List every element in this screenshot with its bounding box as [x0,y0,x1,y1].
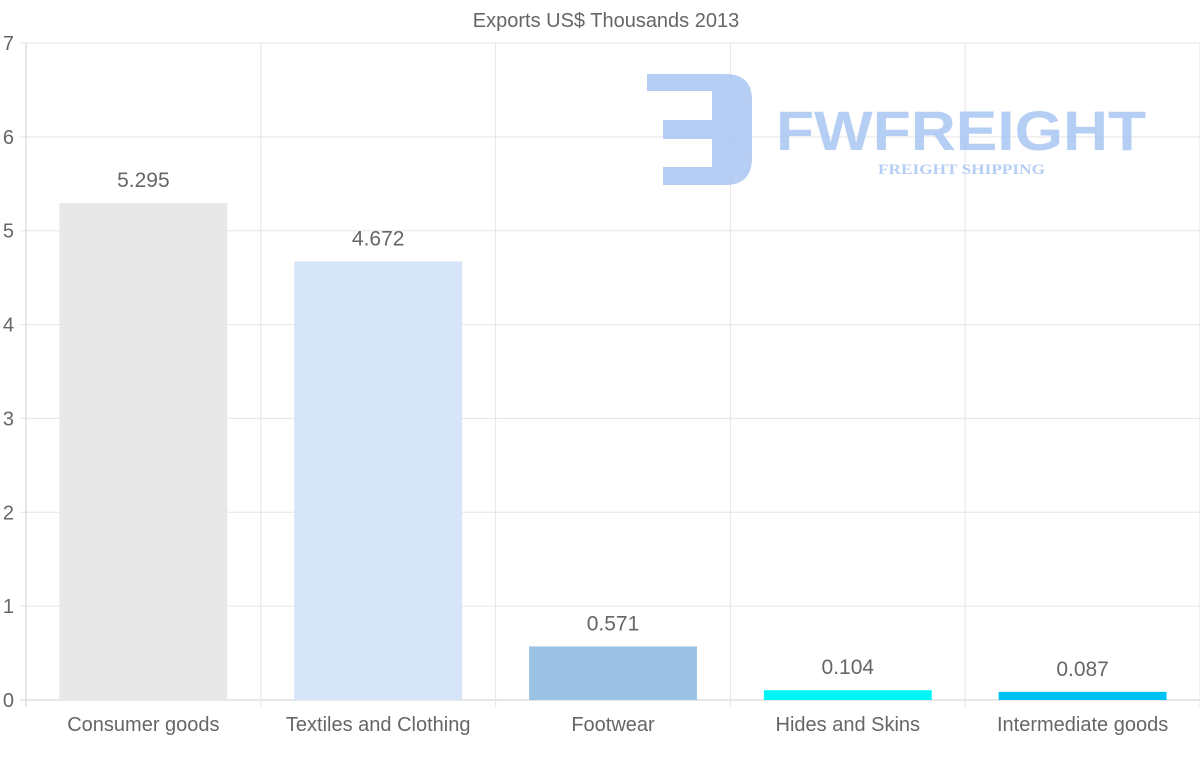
chart-title: Exports US$ Thousands 2013 [473,10,739,32]
data-label: 5.295 [117,169,170,192]
y-tick-label: 0 [3,690,14,712]
y-tick-label: 5 [3,221,14,243]
x-tick-label: Intermediate goods [997,714,1168,736]
x-tick-label: Footwear [571,714,655,736]
x-tick-label: Hides and Skins [776,714,921,736]
y-tick-label: 6 [3,127,14,149]
x-tick-label: Consumer goods [67,714,219,736]
data-label: 4.672 [352,227,405,250]
logo-mark-icon [647,74,752,185]
bar-2 [529,646,697,700]
labels: 0 1 2 3 4 5 6 7 5.295 Consumer goods 4.672 Textiles… [3,33,1168,736]
watermark-tagline: FREIGHT SHIPPING [878,162,1045,178]
y-tick-label: 1 [3,596,14,618]
y-tick-label: 3 [3,408,14,430]
bar-4 [998,691,1167,700]
bar-1 [294,261,463,700]
bars [59,203,1167,700]
data-label: 0.571 [587,612,640,635]
y-tick-label: 7 [3,33,14,55]
data-label: 0.104 [822,656,875,679]
x-tick-label: Textiles and Clothing [286,714,471,736]
fwfreight-watermark-logo: FWFREIGHT FREIGHT SHIPPING [647,74,1146,185]
y-tick-label: 4 [3,315,14,337]
y-tick-label: 2 [3,502,14,524]
bar-3 [763,690,932,700]
watermark-brand: FWFREIGHT [776,99,1146,162]
bar-0 [59,203,228,700]
data-label: 0.087 [1056,658,1109,681]
